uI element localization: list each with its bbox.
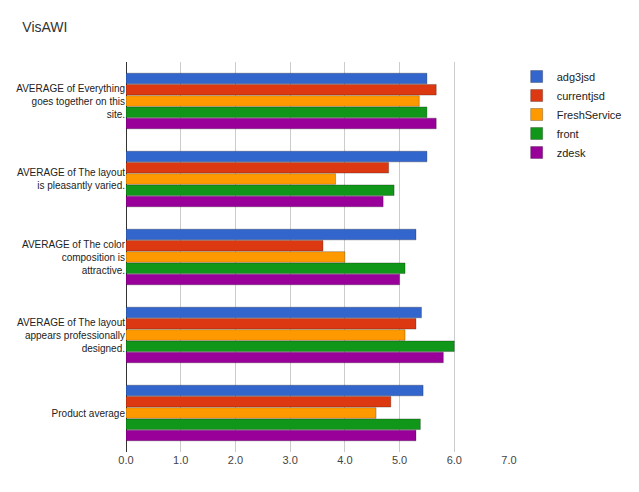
svg-text:currentjsd: currentjsd: [557, 90, 605, 102]
svg-text:3.0: 3.0: [282, 454, 297, 466]
svg-text:1.0: 1.0: [173, 454, 188, 466]
svg-text:6.0: 6.0: [447, 454, 462, 466]
svg-text:2.0: 2.0: [228, 454, 243, 466]
svg-text:VisAWI: VisAWI: [22, 19, 67, 35]
svg-text:front: front: [557, 128, 579, 140]
svg-text:7.0: 7.0: [501, 454, 516, 466]
svg-text:adg3jsd: adg3jsd: [557, 71, 596, 83]
svg-text:AVERAGE of The layoutis pleasa: AVERAGE of The layoutis pleasantly varie…: [17, 167, 125, 191]
svg-text:AVERAGE of The layoutappears p: AVERAGE of The layoutappears professiona…: [17, 317, 125, 354]
svg-text:AVERAGE of The colorcompositio: AVERAGE of The colorcomposition isattrac…: [22, 239, 126, 276]
svg-text:0.0: 0.0: [118, 454, 133, 466]
svg-text:FreshService: FreshService: [557, 109, 622, 121]
svg-text:zdesk: zdesk: [557, 147, 586, 159]
svg-text:AVERAGE of Everythinggoes toge: AVERAGE of Everythinggoes together on th…: [16, 83, 125, 120]
svg-text:4.0: 4.0: [337, 454, 352, 466]
svg-text:5.0: 5.0: [392, 454, 407, 466]
svg-text:Product average: Product average: [52, 408, 126, 419]
